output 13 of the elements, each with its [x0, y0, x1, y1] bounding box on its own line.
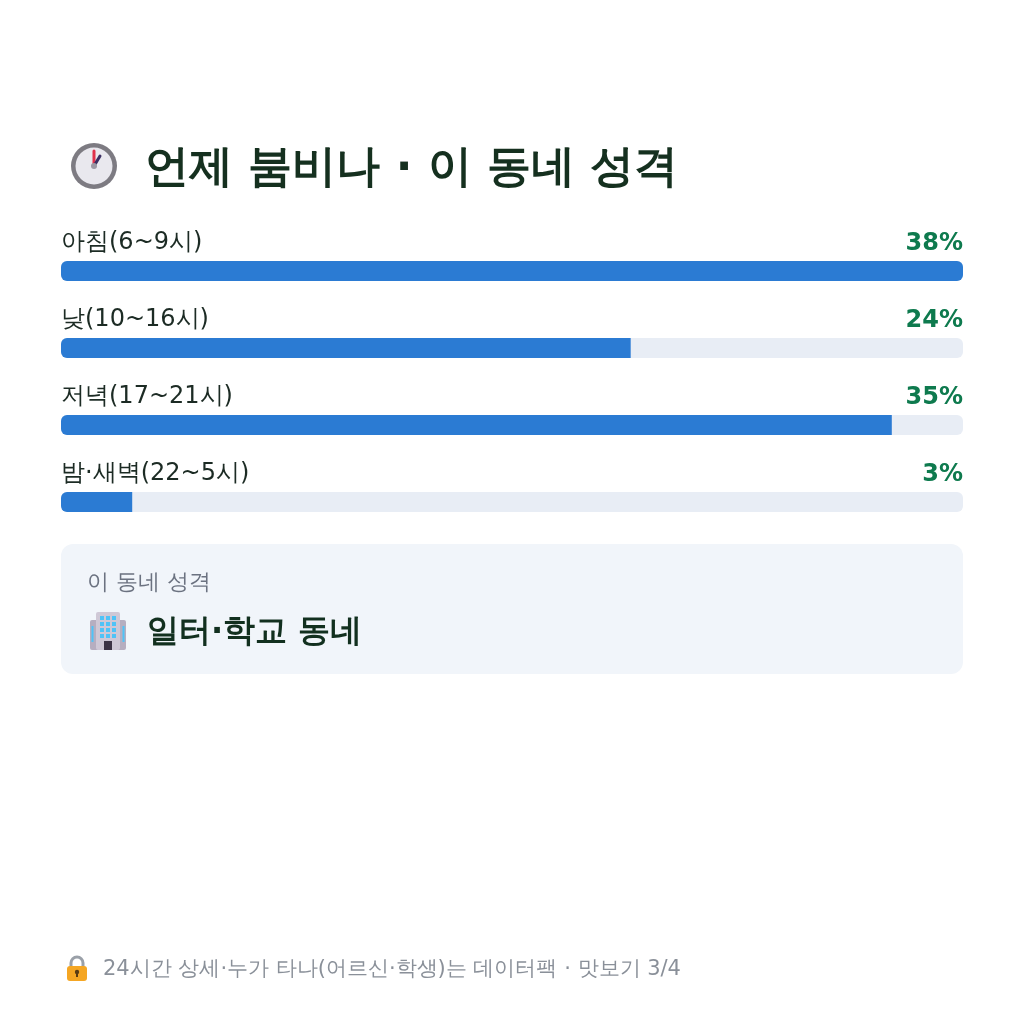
text: 일터·학교 동네: [147, 610, 363, 650]
data-label: 38%: [905, 228, 963, 256]
y-tick-label: 낮(10~16시): [61, 304, 209, 332]
y-tick-label: 아침(6~9시): [61, 227, 203, 255]
text: 24시간 상세·누가 타나(어르신·학생)는 데이터팩 · 맛보기 3/4: [103, 955, 681, 981]
data-label: 35%: [905, 382, 963, 410]
chart-title: 언제 붐비나 · 이 동네 성격: [145, 140, 679, 191]
y-tick-label: 밤·새벽(22~5시): [61, 458, 250, 486]
text: 이 동네 성격: [87, 569, 211, 595]
data-label: 24%: [905, 305, 963, 333]
data-label: 3%: [922, 459, 963, 487]
y-tick-label: 저녁(17~21시): [61, 381, 233, 409]
bar: [61, 492, 133, 512]
